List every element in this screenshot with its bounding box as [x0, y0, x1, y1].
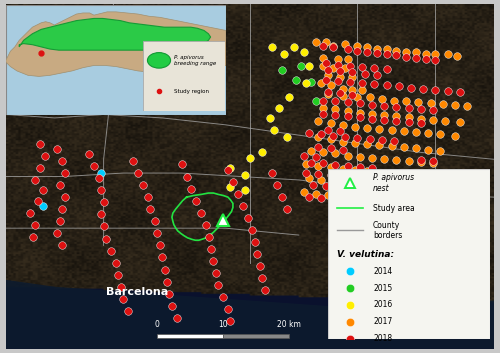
Text: 0: 0	[155, 320, 160, 329]
Polygon shape	[19, 18, 210, 50]
Text: 20 km: 20 km	[277, 320, 301, 329]
Text: 2017: 2017	[373, 317, 392, 327]
Text: 2014: 2014	[373, 267, 392, 276]
Text: V. velutina:: V. velutina:	[337, 250, 394, 259]
Text: Study area: Study area	[373, 204, 415, 213]
Text: 2018: 2018	[373, 334, 392, 343]
Text: 2015: 2015	[373, 283, 392, 293]
Text: 2016: 2016	[373, 300, 392, 310]
Text: P. apivorus
nest: P. apivorus nest	[373, 173, 414, 193]
Text: P. apivorus
breeding range: P. apivorus breeding range	[174, 55, 216, 66]
Text: 10: 10	[218, 320, 228, 329]
Bar	[158, 334, 223, 338]
Text: Study region: Study region	[174, 89, 209, 94]
Text: County
borders: County borders	[373, 221, 402, 240]
Text: Barcelona: Barcelona	[106, 287, 168, 297]
Polygon shape	[6, 12, 226, 76]
Bar	[223, 334, 289, 338]
Ellipse shape	[148, 53, 171, 68]
Polygon shape	[6, 280, 494, 349]
